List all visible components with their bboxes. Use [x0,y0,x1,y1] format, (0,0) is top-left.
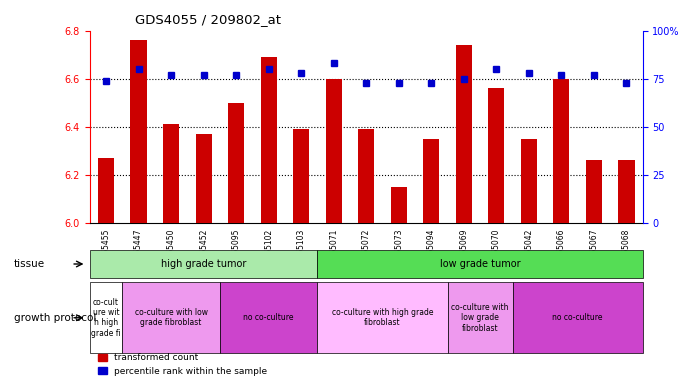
Bar [122,282,220,353]
Text: no co-culture: no co-culture [243,313,294,322]
Bar [325,79,342,223]
Text: GDS4055 / 209802_at: GDS4055 / 209802_at [135,13,281,26]
Bar [196,134,211,223]
Bar [618,161,634,223]
Bar [293,129,310,223]
Bar [553,79,569,223]
Bar [261,57,277,223]
Bar [586,161,602,223]
Bar [358,129,375,223]
Text: co-culture with high grade
fibroblast: co-culture with high grade fibroblast [332,308,433,328]
Bar [90,282,122,353]
Bar [131,40,146,223]
Bar [228,103,245,223]
Bar [317,282,448,353]
Bar [163,124,179,223]
Text: tissue: tissue [14,259,45,269]
Text: high grade tumor: high grade tumor [161,259,246,269]
Bar [390,187,407,223]
Text: co-culture with low
grade fibroblast: co-culture with low grade fibroblast [135,308,207,328]
Bar [220,282,317,353]
Bar [455,45,472,223]
Bar [488,88,504,223]
Bar [448,282,513,353]
Text: no co-culture: no co-culture [552,313,603,322]
Bar [98,158,114,223]
Legend: transformed count, percentile rank within the sample: transformed count, percentile rank withi… [95,350,271,379]
Text: co-cult
ure wit
h high
grade fi: co-cult ure wit h high grade fi [91,298,121,338]
Bar [513,282,643,353]
Bar [90,250,317,278]
Bar [317,250,643,278]
Text: co-culture with
low grade
fibroblast: co-culture with low grade fibroblast [451,303,509,333]
Bar [521,139,537,223]
Bar [423,139,439,223]
Text: low grade tumor: low grade tumor [439,259,520,269]
Text: growth protocol: growth protocol [14,313,96,323]
